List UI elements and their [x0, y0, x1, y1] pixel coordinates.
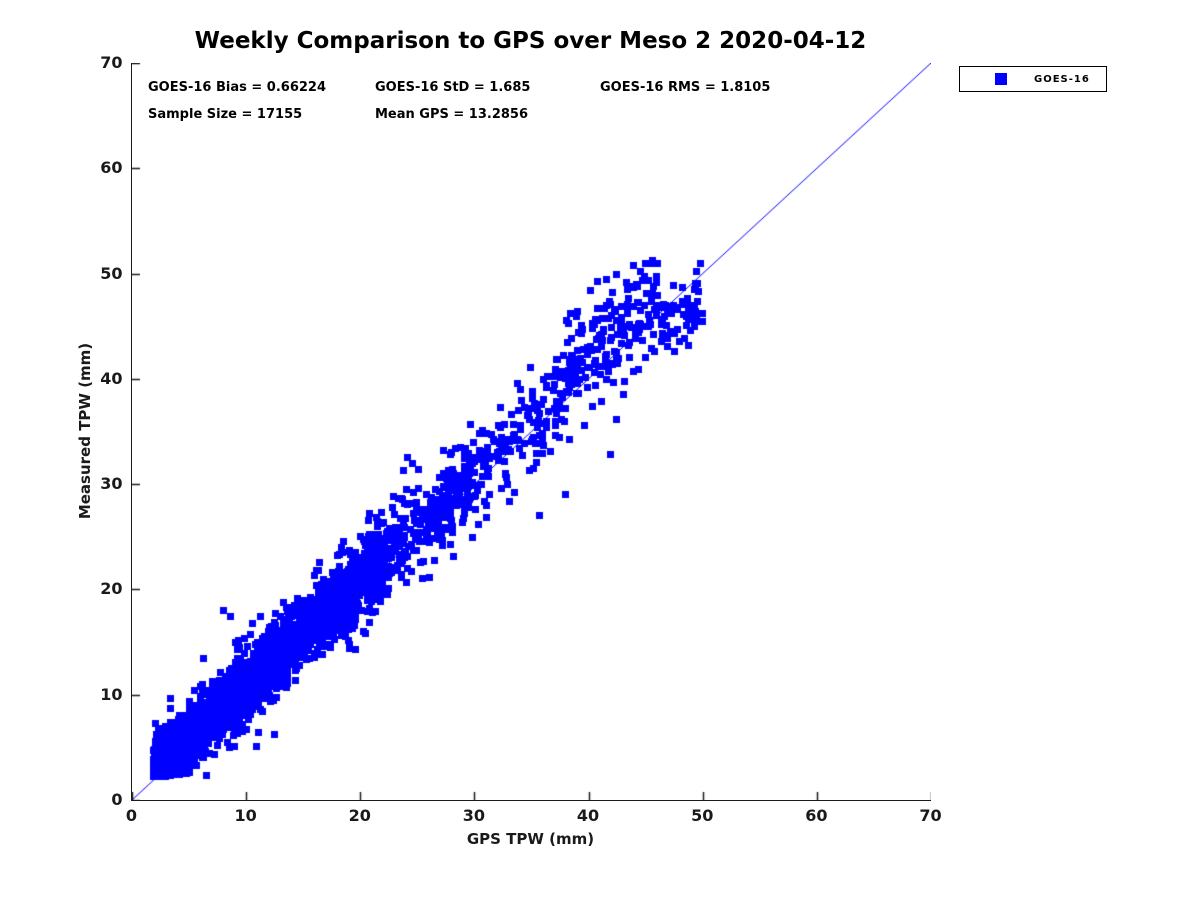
y-tick-label: 60 [100, 158, 123, 178]
x-tick-label: 10 [234, 806, 257, 825]
y-tick-label: 0 [111, 790, 123, 809]
y-tick-label: 50 [100, 263, 123, 283]
y-tick-label: 10 [100, 684, 123, 704]
x-tick-label: 70 [919, 806, 942, 825]
y-tick-label: 40 [100, 368, 123, 388]
legend: GOES-16 [959, 66, 1107, 92]
x-tick-label: 0 [125, 806, 138, 825]
x-tick-label: 50 [691, 806, 714, 825]
legend-series-label: GOES-16 [1034, 73, 1090, 85]
scatter-canvas [132, 63, 931, 800]
x-tick-label: 60 [805, 806, 828, 825]
x-tick-label: 20 [348, 806, 371, 825]
y-tick-label: 30 [100, 474, 123, 494]
y-tick-label: 20 [100, 579, 123, 599]
x-tick-label: 40 [576, 806, 600, 825]
chart-title: Weekly Comparison to GPS over Meso 2 202… [194, 28, 867, 54]
x-axis-label: GPS TPW (mm) [466, 830, 595, 848]
x-tick-label: 30 [462, 806, 486, 825]
y-tick-label: 70 [100, 53, 123, 72]
legend-marker-swatch [995, 73, 1007, 85]
plot-area [131, 63, 931, 801]
